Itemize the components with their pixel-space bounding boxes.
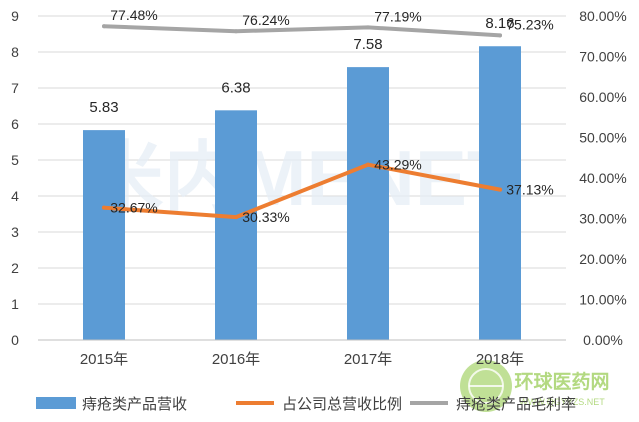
bar: [215, 110, 257, 340]
y-left-tick-label: 5: [11, 152, 19, 168]
bar: [83, 130, 125, 340]
legend-label: 占公司总营收比例: [282, 396, 402, 413]
y-left-tick-label: 4: [11, 188, 19, 204]
y-left-tick-label: 1: [11, 296, 19, 312]
line-data-label: 77.48%: [110, 7, 157, 23]
axes: 0 1 2 3 4 5 6 7 8 9 0.00% 10.00% 20.00% 30.00% 40.00% 5…: [11, 8, 627, 368]
y-right-tick-label: 60.00%: [579, 89, 626, 105]
y-left-tick-label: 6: [11, 116, 19, 132]
line-series: [102, 24, 502, 220]
bar-series: [83, 46, 521, 341]
y-left-tick-label: 2: [11, 260, 19, 276]
y-left-tick-label: 7: [11, 80, 19, 96]
data-labels: 5.83 6.38 7.58 8.16 32.67% 30.33% 43.29% 37.13%…: [89, 7, 553, 225]
bar-data-label: 8.16: [485, 15, 514, 32]
line-data-label: 43.29%: [374, 157, 421, 173]
x-tick-label: 2017年: [344, 351, 392, 368]
y-right-tick-label: 40.00%: [579, 170, 626, 186]
y-left-tick-label: 3: [11, 224, 19, 240]
bar-data-label: 6.38: [221, 79, 250, 96]
bar-data-label: 7.58: [353, 36, 382, 53]
x-tick-label: 2016年: [212, 351, 260, 368]
line-data-label: 32.67%: [110, 200, 157, 216]
x-tick-label: 2015年: [80, 351, 128, 368]
y-left-tick-label: 0: [11, 332, 19, 348]
y-right-tick-label: 50.00%: [579, 130, 626, 146]
bar: [347, 67, 389, 341]
line-data-label: 37.13%: [506, 182, 553, 198]
y-right-tick-label: 20.00%: [579, 251, 626, 267]
y-left-tick-label: 8: [11, 44, 19, 60]
line-point: [366, 162, 370, 167]
y-right-tick-label: 0.00%: [583, 332, 623, 348]
y-right-tick-label: 70.00%: [579, 49, 626, 65]
line-point: [102, 24, 106, 29]
legend-label: 痔疮类产品毛利率: [456, 396, 576, 413]
line-data-label: 76.24%: [242, 12, 289, 28]
line-point: [234, 29, 238, 34]
y-right-tick-label: 10.00%: [579, 292, 626, 308]
line-data-label: 77.19%: [374, 8, 421, 24]
line-point: [498, 187, 502, 192]
line-point: [498, 33, 502, 38]
line-point: [234, 215, 238, 220]
gridlines: [38, 15, 566, 341]
line-data-label: 30.33%: [242, 209, 289, 225]
site-url-watermark: WWW.QGYYZS.NET: [519, 397, 605, 407]
y-left-tick-label: 9: [11, 8, 19, 24]
y-right-tick-label: 30.00%: [579, 211, 626, 227]
line-point: [366, 25, 370, 30]
bar-data-label: 5.83: [89, 99, 118, 116]
y-right-tick-label: 80.00%: [579, 8, 626, 24]
legend-label: 痔疮类产品营收: [82, 396, 187, 413]
line-point: [102, 205, 106, 210]
gross-margin-line: [102, 24, 502, 38]
legend-bar-swatch: [36, 397, 76, 409]
x-tick-label: 2018年: [476, 351, 524, 368]
legend: 痔疮类产品营收 占公司总营收比例 痔疮类产品毛利率: [36, 396, 576, 413]
site-name-watermark: 环球医药网: [514, 370, 609, 393]
line-data-label: 75.23%: [506, 16, 553, 32]
bar: [479, 46, 521, 341]
share-of-revenue-line: [102, 162, 502, 220]
